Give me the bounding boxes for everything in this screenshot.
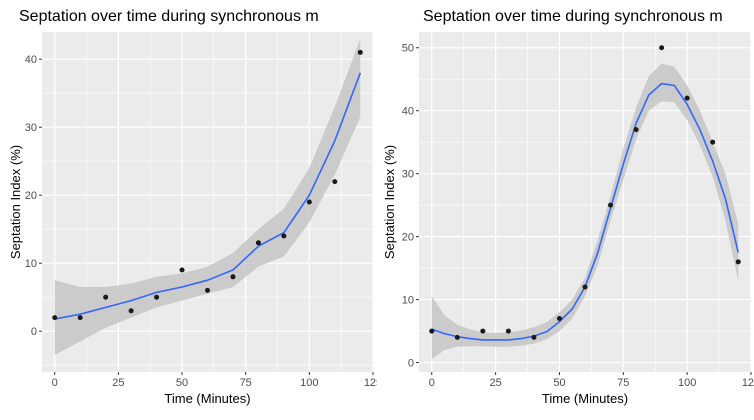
chart-left: Septation over time during synchronous m… <box>8 8 377 406</box>
data-point <box>556 315 562 321</box>
x-tick-label: 0 <box>52 377 58 389</box>
confidence-ribbon <box>431 63 739 360</box>
data-point <box>710 139 716 145</box>
x-tick-label: 125 <box>364 377 377 389</box>
y-tick-label: 40 <box>25 54 37 66</box>
data-point <box>505 328 511 334</box>
data-point <box>357 49 363 55</box>
x-tick-label: 25 <box>489 377 501 389</box>
x-tick-label: 50 <box>176 377 188 389</box>
chart-right: Septation over time during synchronous m… <box>382 8 754 406</box>
x-tick-label: 100 <box>300 377 318 389</box>
data-point <box>205 287 210 293</box>
x-tick-label: 25 <box>112 377 124 389</box>
data-point <box>582 284 588 290</box>
y-tick-label: 0 <box>31 326 37 338</box>
data-point <box>332 179 338 185</box>
y-tick-label: 50 <box>402 43 414 55</box>
data-point <box>429 328 435 334</box>
x-axis-label: Time (Minutes) <box>164 391 250 406</box>
chart-title: Septation over time during synchronous m <box>19 8 319 25</box>
y-axis-label: Septation Index (%) <box>382 145 397 259</box>
y-tick-label: 0 <box>408 358 414 370</box>
data-point <box>255 240 261 246</box>
x-tick-label: 0 <box>429 377 435 389</box>
y-tick-label: 20 <box>25 190 37 202</box>
data-point <box>454 334 460 340</box>
x-tick-label: 100 <box>678 377 696 389</box>
chart-title: Septation over time during synchronous m <box>423 8 723 25</box>
x-tick-label: 125 <box>742 377 754 389</box>
y-tick-label: 10 <box>25 258 37 270</box>
data-point <box>480 328 486 334</box>
data-point <box>531 334 537 340</box>
y-tick-label: 20 <box>402 232 414 244</box>
x-tick-label: 75 <box>617 377 629 389</box>
chart-panel-left: Septation over time during synchronous m… <box>8 8 377 406</box>
data-point <box>154 294 160 300</box>
data-point <box>103 294 109 300</box>
data-point <box>128 308 134 314</box>
data-point <box>306 199 312 205</box>
data-point <box>77 315 83 321</box>
data-point <box>608 202 614 208</box>
data-point <box>179 267 185 273</box>
y-tick-label: 30 <box>25 122 37 134</box>
y-tick-label: 10 <box>402 295 414 307</box>
data-point <box>52 315 58 321</box>
y-tick-label: 40 <box>402 106 414 118</box>
data-point <box>633 127 639 133</box>
chart-panel-right: Septation over time during synchronous m… <box>377 0 754 420</box>
data-point <box>230 274 236 280</box>
x-axis-label: Time (Minutes) <box>542 391 628 406</box>
y-tick-label: 30 <box>402 169 414 181</box>
smooth-line <box>54 72 362 320</box>
data-point <box>659 45 665 51</box>
data-point <box>281 233 287 239</box>
plot-panel <box>419 32 751 372</box>
data-point <box>684 95 690 101</box>
data-point <box>735 259 741 265</box>
x-tick-label: 50 <box>553 377 565 389</box>
x-tick-label: 75 <box>240 377 252 389</box>
y-axis-label: Septation Index (%) <box>8 145 23 259</box>
